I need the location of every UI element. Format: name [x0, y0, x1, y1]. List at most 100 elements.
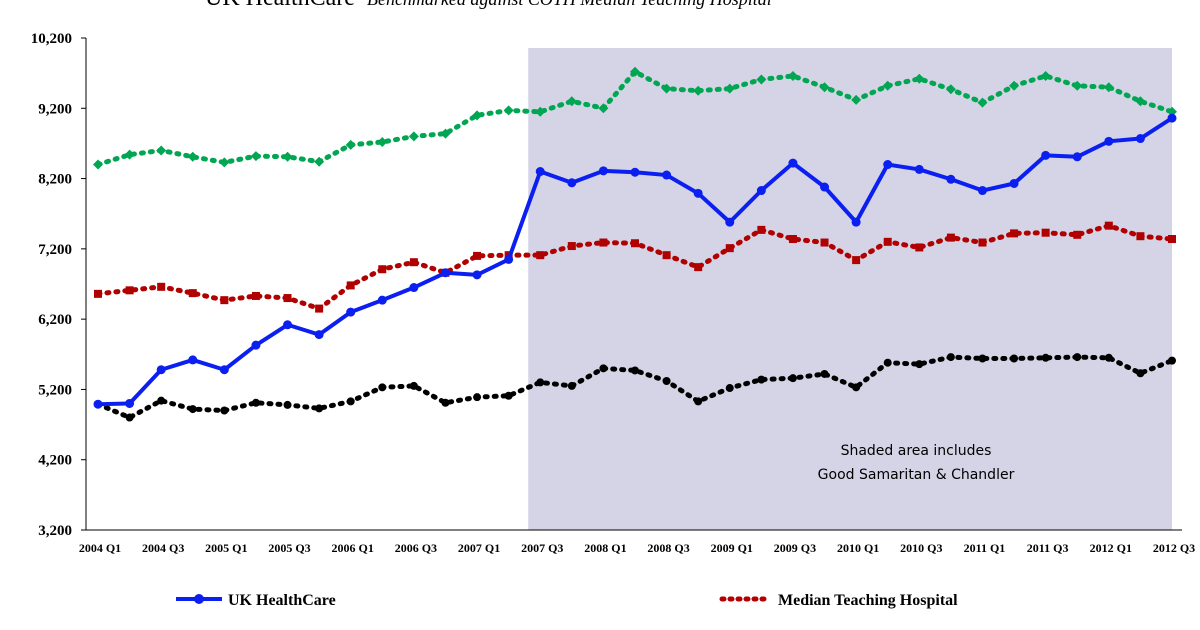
data-point-median-teaching-hospital — [157, 282, 166, 291]
data-point-median-teaching-hospital — [631, 239, 639, 248]
data-point-series-2 — [851, 94, 862, 105]
data-point-uk-healthcare — [125, 398, 135, 408]
data-point-median-teaching-hospital — [1168, 235, 1176, 244]
data-point-series-3 — [409, 381, 418, 390]
data-point-series-3 — [441, 398, 450, 407]
data-point-series-2 — [314, 156, 325, 167]
data-point-series-2 — [1009, 80, 1020, 91]
data-point-median-teaching-hospital — [1136, 232, 1145, 241]
data-point-uk-healthcare — [1009, 178, 1019, 188]
data-point-series-2 — [756, 74, 767, 85]
data-point-median-teaching-hospital — [946, 233, 955, 242]
legend-label-uk-healthcare: UK HealthCare — [228, 592, 336, 609]
data-point-uk-healthcare — [156, 365, 166, 375]
data-point-median-teaching-hospital — [1010, 229, 1019, 238]
data-point-series-3 — [662, 376, 671, 385]
data-point-series-3 — [283, 400, 292, 409]
data-point-series-2 — [156, 145, 167, 156]
data-point-series-3 — [788, 374, 797, 383]
data-point-median-teaching-hospital — [125, 286, 134, 295]
data-point-median-teaching-hospital — [1041, 228, 1050, 237]
data-point-series-3 — [1168, 356, 1176, 365]
data-point-series-2 — [630, 66, 640, 77]
x-tick-label: 2005 Q3 — [268, 541, 310, 555]
x-tick-label: 2007 Q1 — [458, 541, 500, 555]
data-point-median-teaching-hospital — [883, 237, 892, 246]
data-point-median-teaching-hospital — [978, 238, 987, 247]
data-point-uk-healthcare — [598, 166, 608, 176]
data-point-series-3 — [631, 366, 639, 375]
data-point-series-3 — [125, 413, 134, 422]
y-tick-label: 10,200 — [31, 31, 72, 47]
data-point-uk-healthcare — [567, 178, 577, 188]
chart-title: UK HealthCare — [205, 0, 355, 11]
y-tick-label: 6,200 — [38, 312, 72, 328]
data-point-uk-healthcare — [977, 186, 987, 196]
data-point-uk-healthcare — [188, 355, 198, 365]
data-point-uk-healthcare — [788, 158, 798, 168]
data-point-series-2 — [724, 83, 735, 94]
x-tick-label: 2007 Q3 — [521, 541, 563, 555]
x-tick-label: 2004 Q1 — [79, 541, 121, 555]
data-point-series-3 — [1041, 353, 1050, 362]
data-point-series-2 — [535, 106, 546, 117]
data-point-uk-healthcare — [914, 164, 924, 174]
data-point-uk-healthcare — [630, 167, 640, 177]
data-point-median-teaching-hospital — [788, 235, 797, 244]
data-point-median-teaching-hospital — [346, 281, 355, 290]
x-tick-label: 2008 Q3 — [647, 541, 689, 555]
x-tick-label: 2012 Q3 — [1153, 541, 1195, 555]
data-point-series-2 — [787, 70, 798, 81]
data-point-series-3 — [220, 406, 229, 415]
data-point-median-teaching-hospital — [94, 289, 102, 298]
data-point-uk-healthcare — [251, 340, 261, 350]
data-point-series-3 — [946, 353, 955, 362]
data-point-uk-healthcare — [440, 268, 450, 278]
legend: UK HealthCare Median Teaching Hospital — [176, 592, 958, 609]
data-point-uk-healthcare — [851, 217, 861, 227]
x-tick-label: 2008 Q1 — [584, 541, 626, 555]
data-point-series-3 — [536, 378, 545, 387]
x-tick-label: 2006 Q1 — [332, 541, 374, 555]
data-point-series-3 — [599, 364, 608, 373]
data-point-series-2 — [440, 128, 451, 139]
data-point-median-teaching-hospital — [315, 304, 324, 313]
data-point-series-3 — [504, 391, 513, 400]
data-point-series-3 — [883, 358, 892, 367]
data-point-series-2 — [282, 151, 293, 162]
data-point-median-teaching-hospital — [852, 256, 861, 265]
data-point-median-teaching-hospital — [378, 265, 387, 274]
data-point-uk-healthcare — [756, 186, 766, 196]
data-point-series-3 — [346, 397, 355, 406]
data-point-series-2 — [345, 139, 356, 150]
data-point-median-teaching-hospital — [473, 251, 482, 260]
data-point-uk-healthcare — [504, 254, 514, 264]
data-point-series-3 — [1104, 353, 1113, 362]
data-point-median-teaching-hospital — [662, 251, 671, 260]
y-tick-label: 9,200 — [38, 101, 72, 117]
data-point-uk-healthcare — [725, 217, 735, 227]
x-tick-label: 2011 Q1 — [964, 541, 1006, 555]
data-point-series-3 — [820, 369, 829, 378]
x-tick-label: 2011 Q3 — [1027, 541, 1069, 555]
data-point-median-teaching-hospital — [567, 242, 576, 251]
data-point-series-2 — [914, 73, 925, 84]
y-tick-label: 3,200 — [38, 523, 72, 539]
data-point-median-teaching-hospital — [694, 263, 703, 272]
data-point-series-2 — [819, 82, 830, 93]
data-point-uk-healthcare — [535, 167, 545, 177]
shaded-area-note-line2: Good Samaritan & Chandler — [818, 467, 1015, 483]
data-point-median-teaching-hospital — [220, 296, 229, 305]
data-point-uk-healthcare — [346, 307, 356, 317]
data-point-series-3 — [1010, 354, 1019, 363]
x-tick-label: 2004 Q3 — [142, 541, 184, 555]
data-point-median-teaching-hospital — [820, 238, 829, 247]
data-point-series-2 — [693, 85, 704, 96]
data-point-series-2 — [377, 137, 388, 148]
data-point-series-2 — [250, 151, 261, 162]
data-point-series-3 — [1073, 353, 1082, 362]
data-point-median-teaching-hospital — [1073, 230, 1082, 239]
legend-marker-uk-healthcare — [194, 594, 204, 604]
data-point-series-3 — [1136, 369, 1145, 378]
data-point-uk-healthcare — [472, 270, 482, 280]
